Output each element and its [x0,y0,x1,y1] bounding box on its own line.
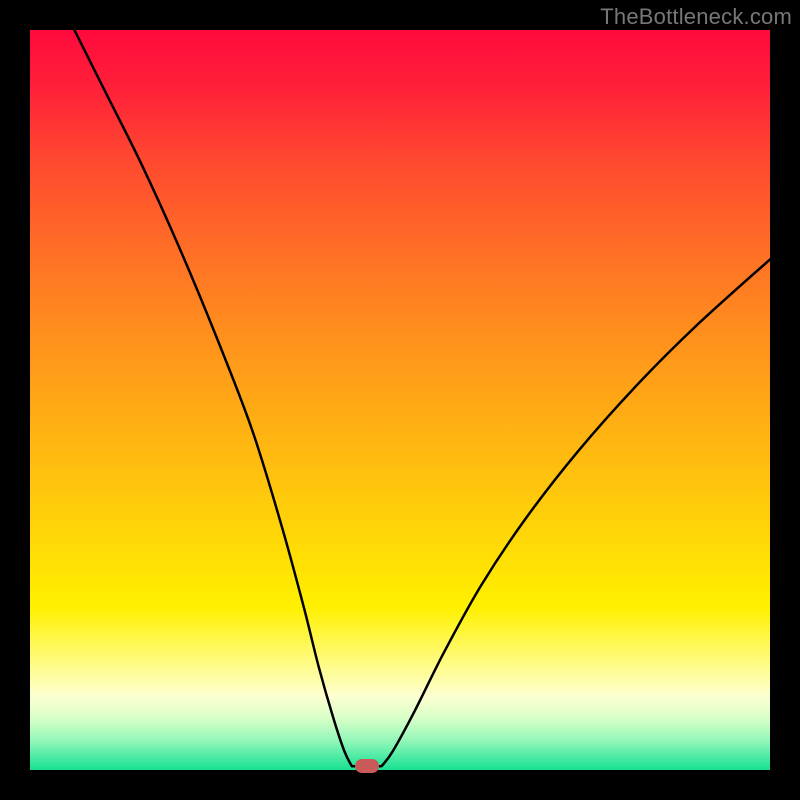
optimal-marker [355,759,379,773]
plot-area [30,30,770,770]
plot-svg [30,30,770,770]
watermark-text: TheBottleneck.com [600,4,792,30]
gradient-background [30,30,770,770]
chart-container: TheBottleneck.com [0,0,800,800]
